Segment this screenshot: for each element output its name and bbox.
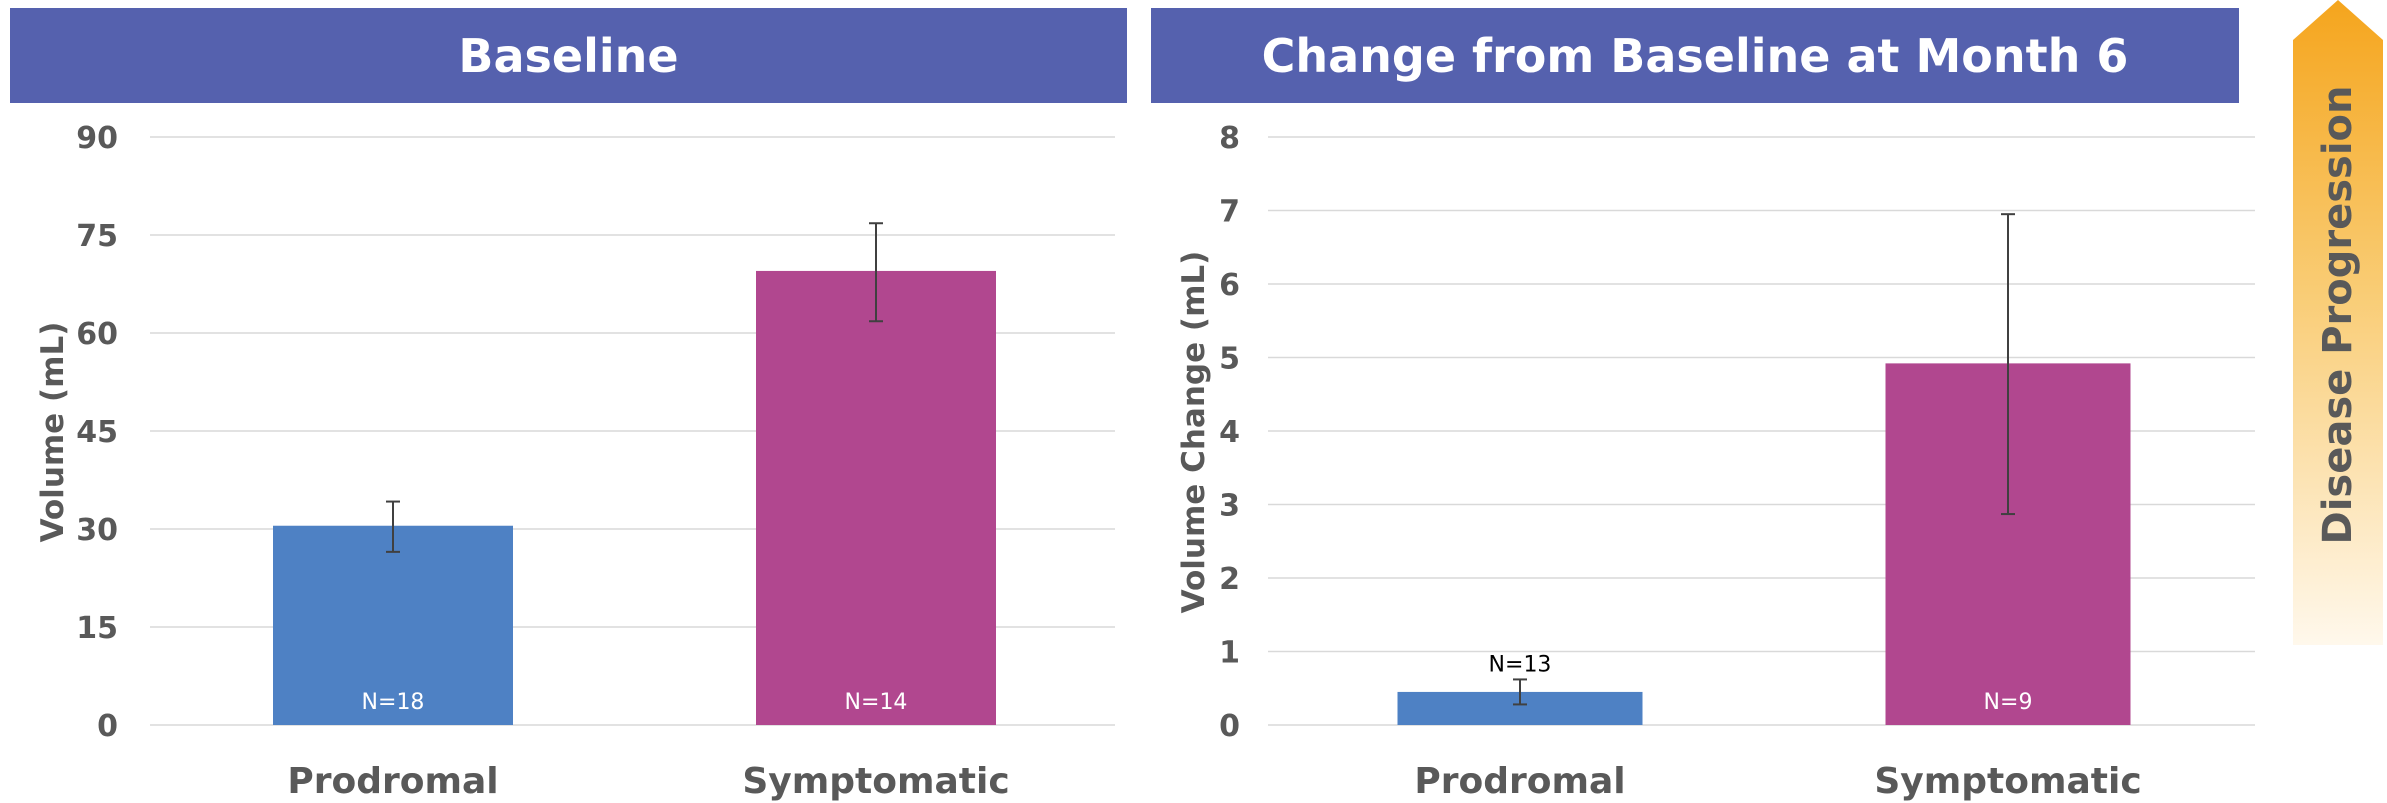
y-tick-label: 75 bbox=[76, 219, 118, 254]
n-label-prodromal: N=13 bbox=[1489, 652, 1552, 677]
chart-title-change: Change from Baseline at Month 6 bbox=[1151, 8, 2239, 103]
y-tick-label: 30 bbox=[76, 513, 118, 548]
y-tick-label: 5 bbox=[1219, 342, 1240, 377]
bar-symptomatic bbox=[756, 270, 996, 725]
y-tick-label: 15 bbox=[76, 611, 118, 646]
change-chart: 0 1 2 3 4 5 6 7 8 N=13 N=9 Prodromal Symptomatic V… bbox=[1176, 121, 2255, 802]
bar-prodromal bbox=[273, 525, 513, 725]
error-bar-prodromal bbox=[386, 500, 400, 553]
error-bar-symptomatic bbox=[869, 222, 883, 323]
x-category-label: Symptomatic bbox=[1874, 761, 2141, 802]
y-tick-label: 4 bbox=[1219, 415, 1240, 450]
n-label-prodromal: N=18 bbox=[362, 690, 425, 715]
error-bar-symptomatic bbox=[2001, 213, 2015, 516]
x-category-label: Symptomatic bbox=[742, 761, 1009, 802]
y-axis-label: Volume Change (mL) bbox=[1176, 251, 1212, 614]
disease-progression-arrow bbox=[2293, 0, 2383, 645]
n-label-symptomatic: N=9 bbox=[1984, 690, 2033, 715]
baseline-chart: 0 15 30 45 60 75 90 N=18 N=14 Prodromal Symptoma… bbox=[35, 121, 1115, 802]
n-label-symptomatic: N=14 bbox=[845, 690, 908, 715]
y-tick-label: 1 bbox=[1219, 636, 1240, 671]
y-tick-label: 7 bbox=[1219, 195, 1240, 230]
y-tick-label: 45 bbox=[76, 415, 118, 450]
x-category-label: Prodromal bbox=[1414, 761, 1625, 802]
disease-progression-label: Disease Progression bbox=[2315, 85, 2361, 545]
y-tick-label: 60 bbox=[76, 317, 118, 352]
error-bar-prodromal bbox=[1513, 678, 1527, 706]
y-tick-label: 8 bbox=[1219, 121, 1240, 156]
y-axis-label: Volume (mL) bbox=[35, 322, 71, 543]
y-tick-label: 3 bbox=[1219, 489, 1240, 524]
y-tick-label: 6 bbox=[1219, 268, 1240, 303]
y-tick-label: 2 bbox=[1219, 562, 1240, 597]
y-tick-label: 90 bbox=[76, 121, 118, 156]
chart-title-baseline: Baseline bbox=[10, 8, 1127, 103]
y-tick-label: 0 bbox=[1219, 709, 1240, 744]
y-tick-label: 0 bbox=[97, 709, 118, 744]
x-category-label: Prodromal bbox=[287, 761, 498, 802]
